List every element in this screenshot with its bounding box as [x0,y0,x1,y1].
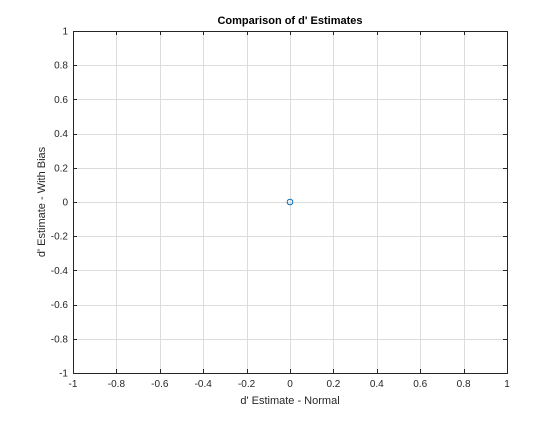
y-tick-label: 0.2 [54,163,68,174]
y-tick-label: -0.2 [51,232,69,243]
x-tick-label: 1 [504,379,510,390]
x-tick-label: 0.2 [326,379,340,390]
x-tick-label: -0.8 [108,379,126,390]
x-tick-label: -0.2 [238,379,256,390]
y-axis-label: d' Estimate - With Bias [36,146,48,257]
x-axis-label: d' Estimate - Normal [240,395,339,407]
y-tick-label: -0.6 [51,300,69,311]
x-tick-label: -0.4 [195,379,213,390]
x-tick-label: 0.4 [370,379,384,390]
x-tick-label: 0.6 [413,379,427,390]
y-tick-label: 0.4 [54,129,68,140]
y-tick-label: 0.8 [54,61,68,72]
x-tick-label: -0.6 [151,379,169,390]
x-tick-label: 0 [287,379,293,390]
x-tick-label: 0.8 [457,379,471,390]
y-tick-label: -1 [59,369,68,380]
y-tick-label: -0.4 [51,266,69,277]
y-tick-label: 0 [62,198,68,209]
y-tick-label: 0.6 [54,95,68,106]
y-tick-label: 1 [62,27,68,38]
chart-title: Comparison of d' Estimates [217,15,362,27]
x-tick-label: -1 [69,379,78,390]
y-tick-label: -0.8 [51,334,69,345]
